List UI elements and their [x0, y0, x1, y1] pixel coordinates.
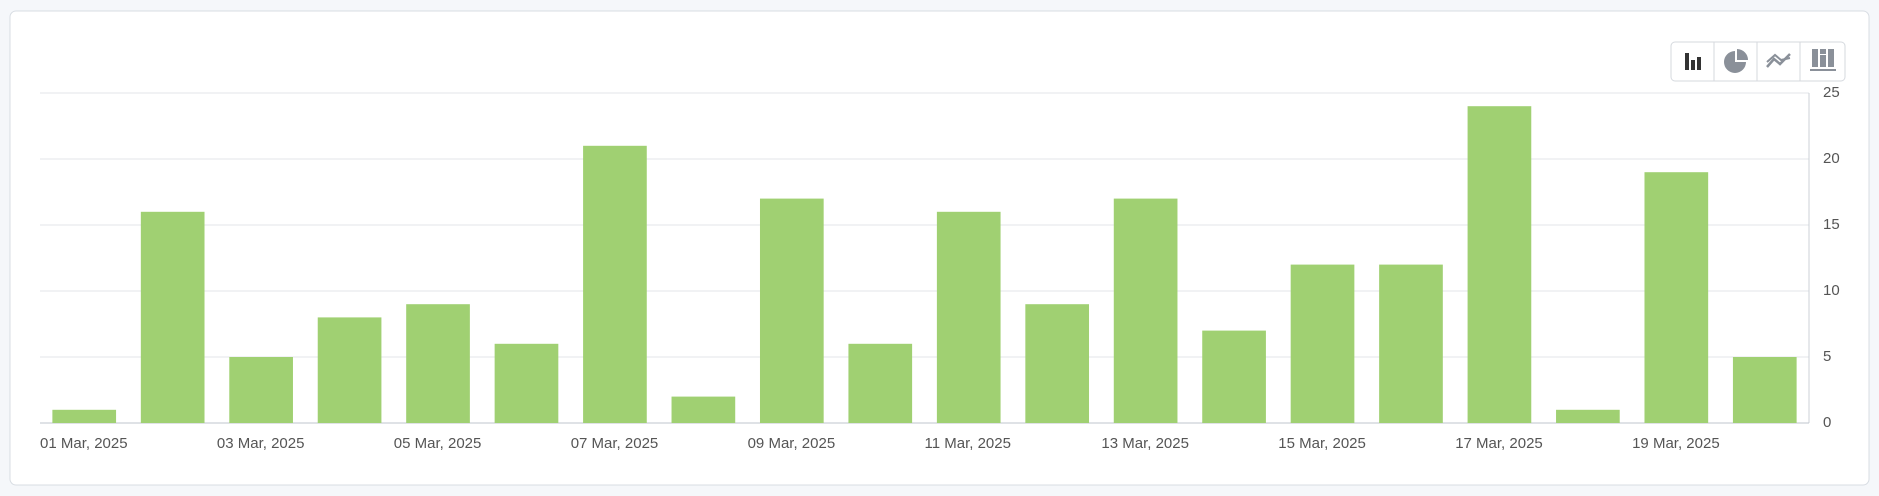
y-tick-label: 15 [1823, 216, 1840, 233]
bar [406, 304, 470, 423]
x-tick-label: 13 Mar, 2025 [1101, 435, 1189, 452]
y-tick-label: 10 [1823, 282, 1840, 299]
bar [583, 145, 647, 424]
bar [1202, 330, 1266, 423]
icon [1697, 57, 1701, 70]
bar [759, 198, 824, 423]
y-tick-label: 0 [1823, 414, 1831, 431]
icon [1820, 49, 1826, 54]
bar [1467, 106, 1532, 423]
bar [494, 343, 559, 423]
bar [1113, 198, 1178, 423]
x-tick-label: 17 Mar, 2025 [1455, 435, 1543, 452]
bar [1290, 264, 1355, 423]
x-tick-label: 03 Mar, 2025 [217, 435, 305, 452]
x-tick-label: 19 Mar, 2025 [1632, 435, 1720, 452]
bar [671, 396, 736, 423]
icon [1810, 69, 1836, 71]
bar [140, 211, 205, 423]
x-tick-label: 11 Mar, 2025 [925, 435, 1011, 452]
x-tick-label: 07 Mar, 2025 [571, 435, 659, 452]
icon [1737, 49, 1748, 60]
bar [1556, 409, 1620, 423]
bar-chart-button[interactable] [1685, 53, 1701, 70]
icon [1820, 55, 1826, 67]
stacked-chart-button[interactable] [1810, 49, 1836, 71]
bar [848, 343, 913, 423]
bar [1644, 172, 1709, 423]
icon [1766, 53, 1791, 63]
toolbar [1670, 41, 1846, 82]
line-chart-button[interactable] [1766, 53, 1791, 68]
bar [1379, 264, 1443, 423]
x-tick-label: 05 Mar, 2025 [394, 435, 482, 452]
y-tick-label: 5 [1823, 348, 1831, 365]
y-tick-label: 25 [1823, 84, 1840, 101]
icon [1812, 49, 1818, 67]
icon [1685, 53, 1689, 70]
icon [1724, 51, 1746, 73]
icon [1691, 60, 1695, 70]
bar [229, 357, 293, 423]
bar [317, 317, 382, 423]
x-tick-label: 15 Mar, 2025 [1278, 435, 1366, 452]
pie-chart-button[interactable] [1724, 49, 1748, 73]
bar [1732, 357, 1797, 423]
bar [1025, 304, 1090, 423]
x-tick-label: 09 Mar, 2025 [748, 435, 836, 452]
y-tick-label: 20 [1823, 150, 1840, 167]
icon [1828, 49, 1834, 67]
bar [936, 211, 1001, 423]
bar [52, 409, 117, 423]
x-tick-label: 01 Mar, 2025 [40, 435, 128, 452]
